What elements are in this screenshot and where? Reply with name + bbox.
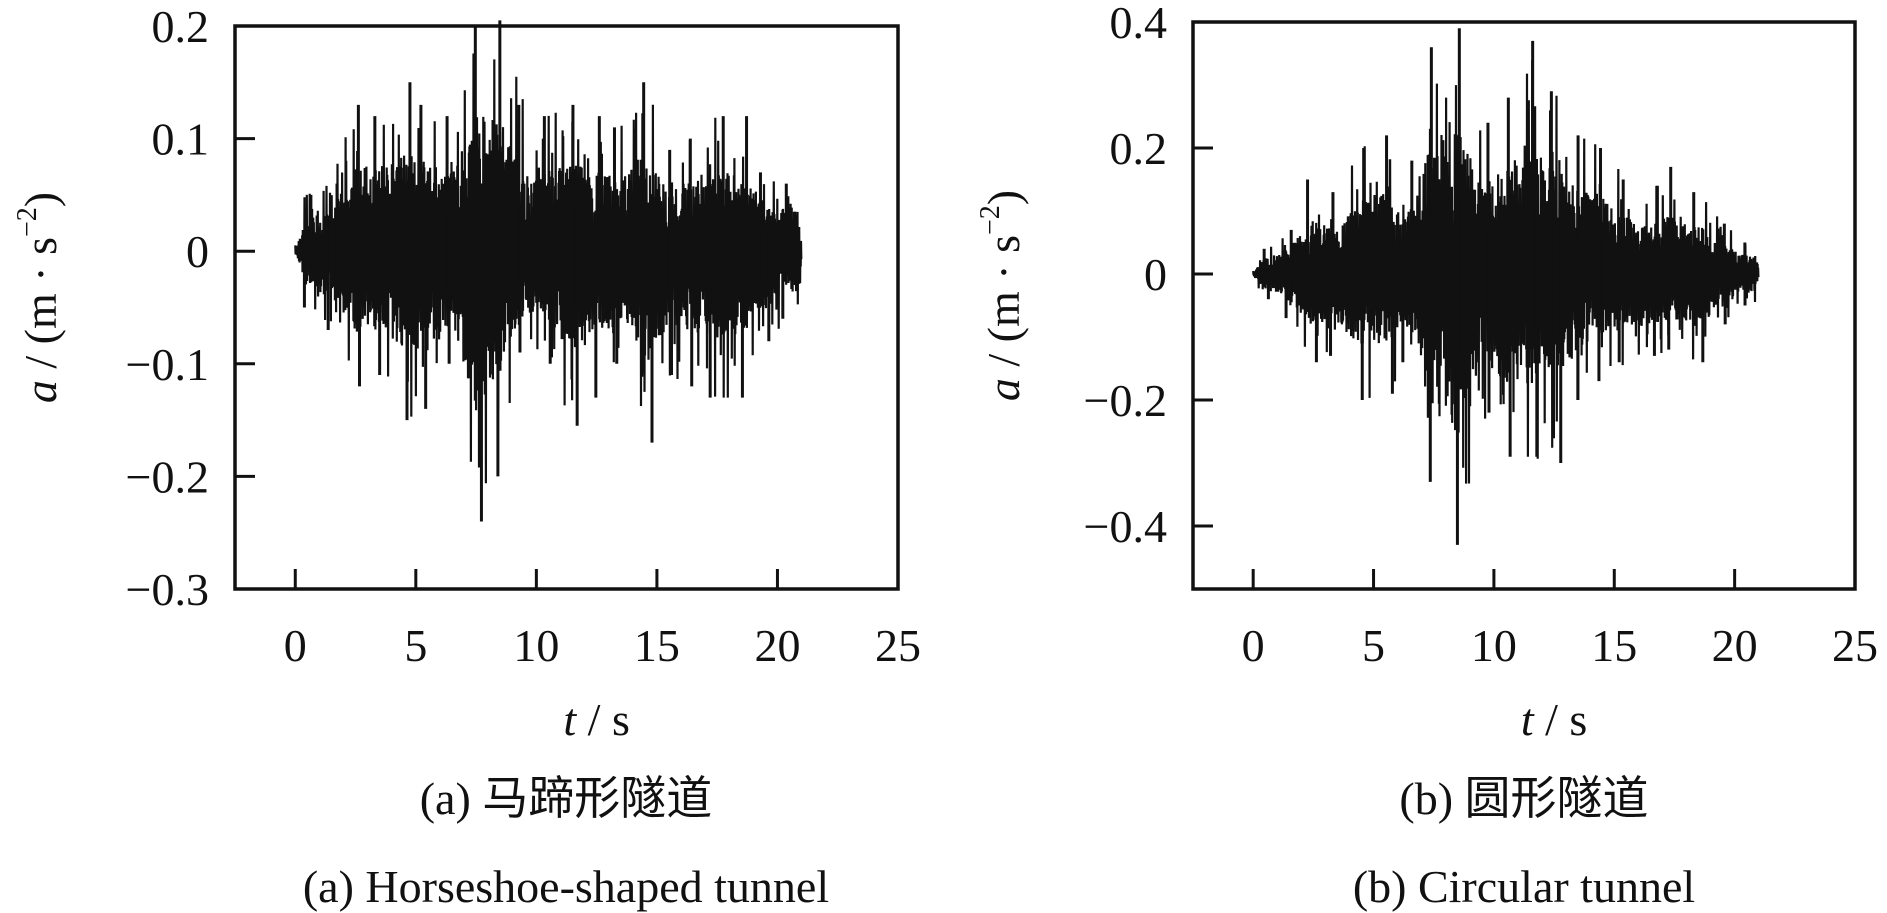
y-tick-label: −0.2 xyxy=(126,451,209,502)
y-axis-label: a / (m · s−2) xyxy=(12,192,66,403)
caption-en: (a) Horseshoe-shaped tunnel xyxy=(303,861,829,912)
y-axis-var: a xyxy=(15,380,66,403)
x-axis-label: t / s xyxy=(1521,694,1587,745)
x-axis-var: t xyxy=(563,694,577,745)
axes-frame xyxy=(1191,20,1857,591)
x-tick-label: 10 xyxy=(1471,620,1517,671)
y-axis-exponent: −2 xyxy=(975,205,1006,235)
y-axis-exponent: −2 xyxy=(12,207,43,237)
y-tick-label: 0.4 xyxy=(1110,0,1168,48)
y-axis-unit: / (m · s xyxy=(15,237,66,380)
ticks: 0 5 10 15 20 25 0.4 0.2 0 −0.2 −0.4 xyxy=(1084,0,1878,671)
acceleration-series xyxy=(294,20,803,522)
axes-frame xyxy=(233,24,900,591)
y-axis-unit: / (m · s xyxy=(978,235,1029,378)
acceleration-trace xyxy=(294,53,803,484)
y-tick-label: −0.2 xyxy=(1084,375,1167,426)
x-tick-label: 5 xyxy=(1362,620,1385,671)
y-tick-label: 0 xyxy=(1144,249,1167,300)
y-axis-close: ) xyxy=(15,192,66,207)
x-axis-unit: / s xyxy=(1534,694,1588,745)
panel-b-circular-tunnel: 0 5 10 15 20 250.40.20−0.2−0.4 a / (m · s−2) … xyxy=(975,0,1878,912)
x-tick-label: 25 xyxy=(1832,620,1878,671)
y-tick-label: 0.2 xyxy=(1110,123,1168,174)
y-tick-label: −0.1 xyxy=(126,339,209,390)
panel-a-horseshoe-tunnel: 0 5 10 15 20 25 0.2 0.1 0 −0.1 −0.2 −0.3 a / (m · s… xyxy=(12,1,921,912)
y-tick-label: −0.4 xyxy=(1084,501,1167,552)
x-tick-label: 25 xyxy=(875,620,921,671)
caption-cn: (a) 马蹄形隧道 xyxy=(420,773,713,824)
x-tick-label: 20 xyxy=(1712,620,1758,671)
x-tick-label: 0 xyxy=(1242,620,1265,671)
caption-cn: (b) 圆形隧道 xyxy=(1399,773,1648,824)
x-tick-label: 15 xyxy=(634,620,680,671)
ticks: 0 5 10 15 20 25 0.2 0.1 0 −0.1 −0.2 −0.3 xyxy=(126,1,921,671)
y-axis-close: ) xyxy=(978,190,1029,205)
x-axis-var: t xyxy=(1521,694,1535,745)
y-tick-label: 0.2 xyxy=(152,1,210,52)
caption-en: (b) Circular tunnel xyxy=(1353,861,1695,912)
y-axis-var: a xyxy=(978,378,1029,401)
x-tick-label: 5 xyxy=(404,620,427,671)
x-axis-label: t / s xyxy=(563,694,629,745)
y-tick-label: 0 xyxy=(186,226,209,277)
x-tick-label: 20 xyxy=(754,620,800,671)
y-axis-label: a / (m · s−2) xyxy=(975,190,1029,401)
y-tick-label: 0.1 xyxy=(152,114,210,165)
x-tick-label: 15 xyxy=(1591,620,1637,671)
x-axis-unit: / s xyxy=(576,694,630,745)
acceleration-series xyxy=(1252,28,1760,545)
x-tick-label: 10 xyxy=(513,620,559,671)
y-tick-label: −0.3 xyxy=(126,564,209,615)
acceleration-trace xyxy=(1252,59,1760,484)
x-tick-label: 0 xyxy=(284,620,307,671)
